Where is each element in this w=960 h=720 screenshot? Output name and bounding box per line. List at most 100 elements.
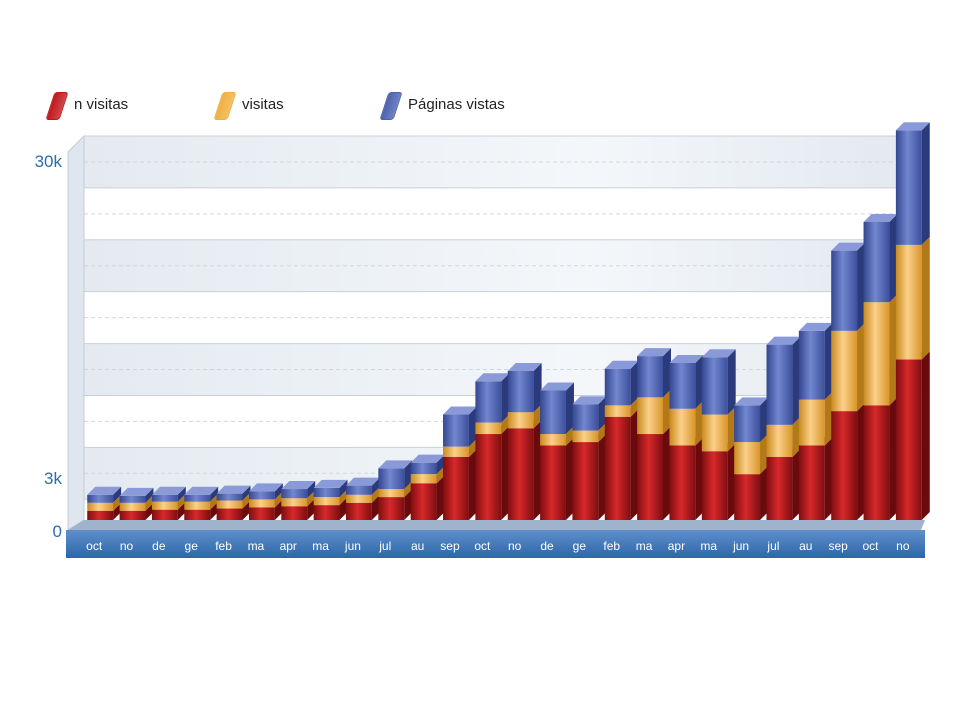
- y-tick-label: 3k: [44, 469, 62, 488]
- bar-segment: [831, 330, 858, 412]
- bar-segment-top: [378, 460, 413, 469]
- bar-segment-side: [760, 466, 769, 520]
- bar-segment: [507, 370, 534, 413]
- bar-segment: [151, 501, 178, 510]
- bar-segment-top: [184, 486, 219, 495]
- bar-segment-side: [921, 122, 930, 245]
- bar-segment: [378, 468, 405, 490]
- bar-segment: [346, 502, 372, 520]
- bar-segment-side: [371, 486, 380, 503]
- bar-segment: [87, 494, 114, 503]
- bar-segment: [281, 506, 308, 520]
- x-tick-label: ma: [700, 539, 717, 553]
- legend-label: n visitas: [74, 96, 129, 113]
- bar-segment: [475, 381, 502, 423]
- bar-segment-side: [727, 406, 736, 452]
- x-tick-label: sep: [828, 539, 848, 553]
- bar-segment: [637, 397, 663, 435]
- x-tick-label: oct: [86, 539, 103, 553]
- bar-segment: [410, 474, 437, 484]
- bar-segment-side: [177, 486, 186, 502]
- bar-segment: [604, 405, 631, 417]
- bar-segment-top: [248, 483, 283, 492]
- bar-segment: [313, 505, 340, 520]
- bar-segment: [895, 244, 922, 360]
- x-tick-label: ma: [312, 539, 329, 553]
- x-tick-label: ge: [185, 539, 199, 553]
- bar-segment-side: [274, 491, 283, 508]
- bar-segment: [701, 357, 728, 415]
- y-tick-label: 0: [53, 522, 62, 541]
- bar-segment-side: [145, 487, 154, 503]
- bar-segment: [734, 442, 761, 475]
- bar-segment-side: [565, 437, 574, 520]
- bar-segment-side: [177, 501, 186, 520]
- bar-segment-top: [798, 322, 833, 331]
- x-tick-label: no: [896, 539, 910, 553]
- bar-segment-side: [501, 426, 510, 520]
- bar-segment: [507, 412, 534, 429]
- bar-segment-top: [604, 360, 639, 369]
- bar-segment-side: [113, 486, 122, 503]
- bar-segment: [604, 368, 631, 406]
- bar-segment: [410, 462, 437, 475]
- bar-segment-side: [727, 443, 736, 520]
- bar-segment: [572, 430, 599, 443]
- bar-segment-side: [274, 499, 283, 520]
- bar-segment-side: [113, 502, 122, 520]
- bar-segment: [248, 491, 275, 500]
- bar-segment-side: [501, 414, 510, 435]
- bar-segment: [313, 497, 340, 506]
- bar-segment-side: [533, 362, 542, 413]
- bar-segment: [669, 362, 696, 409]
- bar-segment: [507, 428, 534, 520]
- bar-segment: [637, 434, 663, 520]
- x-tick-label: no: [508, 539, 522, 553]
- bar-segment-side: [307, 490, 316, 507]
- bar-segment: [475, 434, 502, 520]
- bar-segment: [410, 483, 437, 520]
- bar-segment-top: [119, 487, 154, 496]
- x-tick-label: sep: [440, 539, 460, 553]
- bar-segment: [572, 404, 599, 431]
- legend-label: visitas: [242, 96, 284, 113]
- bar-segment-side: [210, 501, 219, 520]
- x-tick-label: au: [411, 539, 424, 553]
- x-tick-label: feb: [215, 539, 232, 553]
- bar-segment: [443, 414, 469, 447]
- bar-segment-side: [436, 475, 445, 520]
- x-tick-label: jun: [344, 539, 361, 553]
- bar-segment-side: [792, 416, 801, 457]
- bar-segment: [798, 399, 825, 446]
- bar-segment-side: [404, 460, 413, 490]
- bar-segment: [895, 359, 922, 520]
- bar-segment-side: [468, 406, 477, 447]
- bar-segment: [863, 221, 890, 303]
- bar-segment-side: [921, 351, 930, 520]
- bar-segment-side: [371, 494, 380, 520]
- bar-segment-side: [242, 500, 251, 520]
- x-tick-label: jun: [732, 539, 749, 553]
- bar-segment-top: [540, 382, 574, 391]
- bar-segment-side: [857, 322, 866, 412]
- bar-segment: [346, 494, 372, 503]
- bar-segment: [119, 510, 146, 520]
- bar-segment-side: [339, 489, 348, 506]
- bar-segment: [863, 302, 890, 406]
- x-tick-label: jul: [378, 539, 391, 553]
- bar-segment-side: [307, 481, 316, 499]
- bar-segment: [572, 442, 599, 520]
- bar-segment-side: [889, 294, 898, 406]
- bar-segment-top: [216, 485, 251, 494]
- bar-segment: [734, 405, 761, 443]
- bar-segment: [184, 494, 211, 502]
- x-tick-label: au: [799, 539, 812, 553]
- bar-segment-top: [346, 477, 380, 486]
- bar-segment: [766, 424, 793, 457]
- bar-segment-top: [475, 373, 510, 382]
- bar-segment-side: [565, 426, 574, 446]
- bar-segment-side: [889, 397, 898, 520]
- bar-segment-top: [507, 362, 542, 371]
- bar-segment-top: [895, 122, 930, 131]
- bar-segment: [184, 509, 211, 520]
